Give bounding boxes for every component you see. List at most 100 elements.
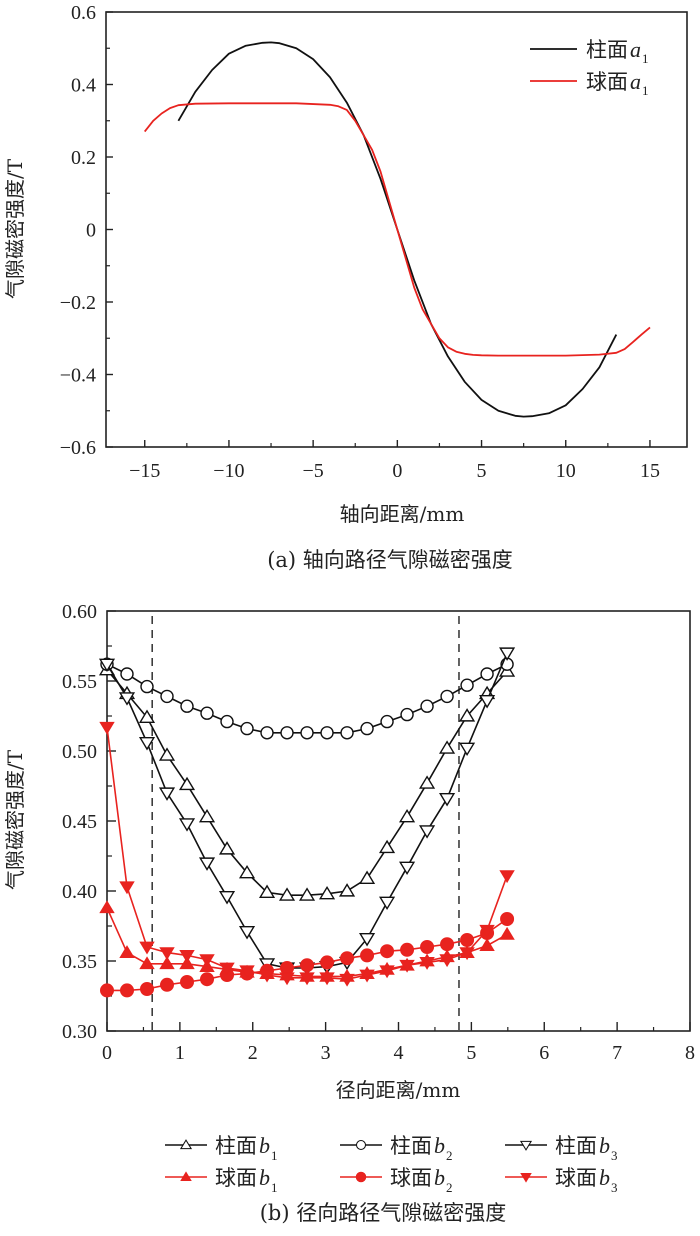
legend-a: 柱面 a 1 球面 a 1 (530, 37, 649, 98)
data-point-b-1 (320, 726, 334, 740)
data-point-b-0 (178, 776, 196, 791)
data-point-b-0 (198, 808, 216, 823)
data-point-b-1 (240, 721, 254, 736)
legend-item-b-3: 球面 b 1 (165, 1165, 278, 1195)
x-tick-label-a: −15 (129, 460, 160, 482)
data-point-b-4 (500, 912, 515, 926)
legend-label-a-1: 球面 (586, 70, 628, 94)
data-point-b-4 (340, 951, 355, 966)
data-point-b-1 (140, 679, 154, 694)
data-point-b-5 (239, 965, 255, 979)
x-tick-label-b: 5 (466, 1042, 476, 1064)
y-tick-label-b: 0.55 (62, 671, 97, 693)
legend-var-b-0: b (259, 1133, 270, 1158)
data-point-b-0 (278, 887, 296, 901)
data-point-b-4 (400, 942, 415, 957)
series-lines-b (98, 647, 516, 998)
y-tick-label-b: 0.30 (62, 1021, 97, 1043)
data-point-b-1 (420, 699, 434, 713)
y-tick-label-b: 0.60 (62, 601, 97, 623)
x-tick-label-a: 15 (640, 460, 660, 482)
data-point-b-1 (400, 707, 414, 722)
series-lines-a (143, 41, 651, 418)
legend-var-a-0: a (630, 37, 641, 62)
caption-b: (b) 径向路径气隙磁密强度 (260, 1201, 507, 1225)
x-tick-label-b: 1 (175, 1042, 185, 1064)
caption-a: (a) 轴向路径气隙磁密强度 (267, 548, 513, 572)
x-tick-label-b: 4 (394, 1042, 404, 1064)
x-tick-label-b: 7 (612, 1042, 622, 1064)
legend-sub-a-0: 1 (642, 51, 649, 66)
data-point-b-5 (279, 972, 295, 986)
data-point-b-4 (120, 983, 135, 998)
y-axis-title-b: 气隙磁密强度/T (3, 749, 27, 890)
data-point-b-0 (298, 887, 316, 901)
data-point-b-5 (459, 947, 475, 961)
y-tick-label-a: 0 (86, 220, 96, 242)
data-point-b-5 (99, 721, 115, 735)
data-point-b-2 (378, 896, 396, 911)
data-point-b-4 (200, 972, 215, 987)
data-point-b-1 (220, 714, 234, 729)
data-point-b-1 (360, 721, 374, 736)
data-point-b-5 (439, 954, 455, 968)
x-axis-title-a: 轴向距离/mm (340, 502, 465, 526)
data-point-b-0 (419, 775, 436, 789)
data-point-b-2 (138, 737, 156, 751)
data-point-b-5 (119, 881, 135, 895)
legend-item-b-0: 柱面 b 1 (165, 1133, 278, 1163)
data-point-b-1 (460, 678, 474, 692)
legend-label-b-1: 柱面 (390, 1134, 432, 1158)
data-point-b-5 (179, 950, 195, 963)
x-tick-label-a: 0 (392, 460, 402, 482)
data-point-b-1 (260, 726, 274, 740)
data-point-b-2 (419, 825, 436, 839)
y-tick-label-b: 0.50 (62, 741, 97, 763)
axis-ticks-b: 0 1 2 3 4 5 6 7 8 0.30 0.35 0.40 0.45 0.50 0.55 0.60 (62, 601, 695, 1064)
axis-ticks-a: −15 −10 −5 0 5 10 15 −0.6 −0.4 −0.2 0 0.2 0.4 0.6 (60, 2, 660, 482)
legend-sub-b-3: 1 (271, 1180, 278, 1195)
y-tick-label-a: −0.4 (60, 365, 96, 387)
data-point-b-1 (160, 689, 174, 704)
y-tick-label-a: −0.6 (60, 437, 96, 459)
data-point-b-2 (479, 695, 496, 709)
legend-marker-b-2 (519, 1140, 533, 1151)
series-line-a-1 (143, 102, 651, 357)
data-point-b-3 (159, 956, 175, 970)
legend-var-b-3: b (259, 1165, 270, 1190)
data-point-b-5 (199, 954, 215, 968)
data-point-b-3 (119, 945, 135, 958)
data-point-b-3 (99, 900, 115, 914)
data-point-b-2 (178, 818, 196, 832)
legend-sub-b-2: 3 (611, 1148, 618, 1163)
data-point-b-4 (460, 933, 475, 947)
data-point-b-4 (300, 958, 315, 973)
data-point-b-1 (440, 689, 454, 704)
data-point-b-0 (399, 808, 416, 823)
x-axis-title-b: 径向距离/mm (336, 1078, 461, 1102)
data-point-b-1 (200, 706, 214, 720)
legend-sub-b-0: 1 (271, 1148, 278, 1163)
data-point-b-4 (180, 975, 195, 989)
legend-marker-b-4 (355, 1171, 367, 1183)
legend-label-a-0: 柱面 (586, 38, 628, 62)
data-point-b-5 (319, 972, 335, 986)
y-tick-label-b: 0.35 (62, 951, 97, 973)
data-point-b-5 (379, 965, 395, 979)
y-tick-label-b: 0.40 (62, 881, 97, 903)
legend-sub-b-5: 3 (611, 1180, 618, 1195)
data-point-b-2 (439, 793, 456, 807)
data-point-b-4 (360, 948, 375, 963)
x-tick-label-b: 3 (321, 1042, 331, 1064)
data-point-b-4 (320, 955, 335, 970)
data-point-b-2 (399, 861, 416, 876)
data-point-b-4 (380, 944, 395, 959)
legend-sub-b-1: 2 (446, 1148, 453, 1163)
legend-label-b-5: 球面 (555, 1166, 597, 1190)
data-point-b-5 (359, 969, 375, 983)
data-point-b-1 (380, 714, 394, 729)
x-tick-label-b: 0 (102, 1042, 112, 1064)
data-point-b-5 (499, 870, 515, 884)
y-tick-label-a: 0.4 (71, 75, 96, 97)
